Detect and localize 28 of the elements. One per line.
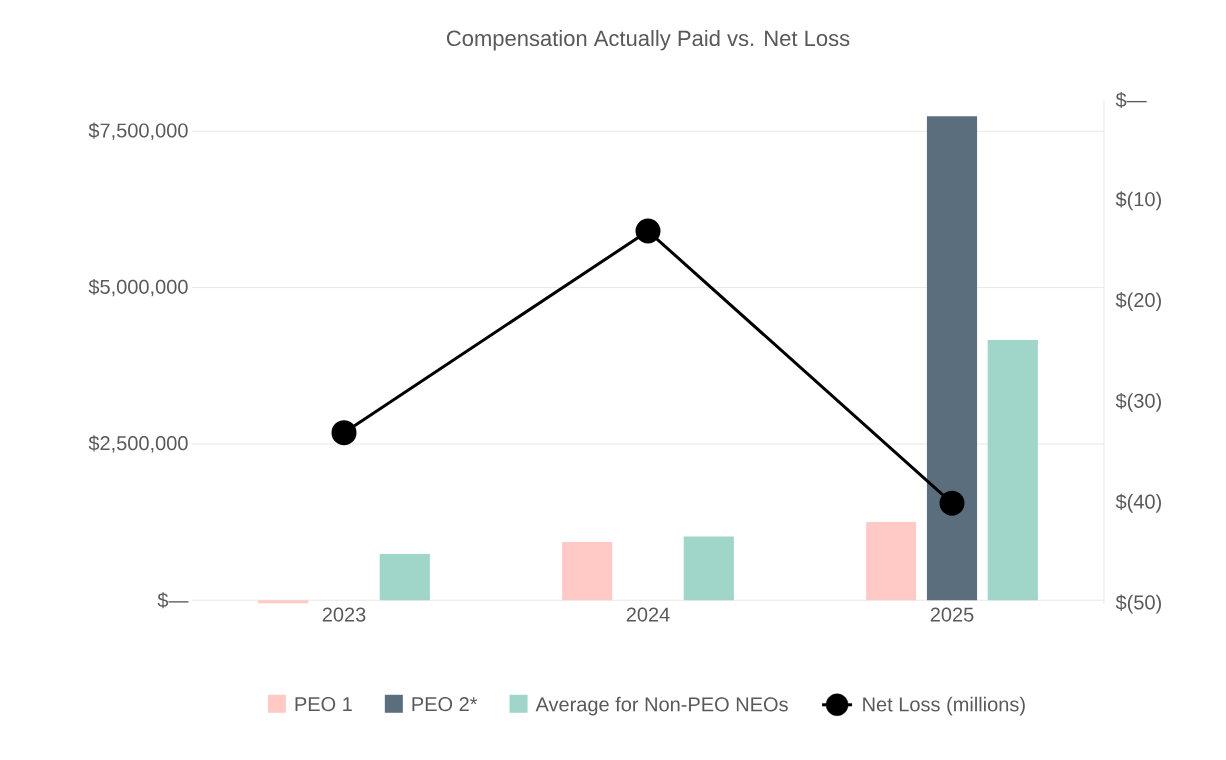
y-tick-label: $— [157, 592, 189, 609]
point [635, 218, 661, 244]
bar [379, 553, 430, 601]
bar [562, 542, 613, 601]
point [331, 420, 357, 446]
legend-label: Average for Non-PEO NEOs [535, 696, 788, 716]
legend-label: PEO 1 [295, 697, 352, 712]
y2-tick-label: $— [1115, 91, 1147, 109]
bar [987, 340, 1038, 601]
x-tick-label: 2025 [930, 607, 974, 622]
y2-tick-label: $(40) [1115, 493, 1161, 513]
chart-title: Compensation Actually Paid vs. Net Loss [446, 29, 850, 51]
y-tick-label: $2,500,000 [88, 435, 188, 453]
y-tick-label: $7,500,000 [88, 122, 188, 140]
x-tick-label: 2023 [322, 607, 366, 622]
bar [926, 116, 978, 601]
legend-label: PEO 2* [412, 697, 478, 712]
x-tick-label: 2024 [626, 607, 670, 622]
point [939, 490, 965, 516]
legend-label: Net Loss (millions) [863, 696, 1025, 716]
bar [683, 536, 734, 601]
y-tick-label: $5,000,000 [88, 278, 188, 297]
bar [866, 522, 917, 601]
bar [258, 600, 309, 604]
y2-tick-label: $(10) [1115, 191, 1161, 211]
y2-tick-label: $(50) [1115, 594, 1161, 614]
y2-tick-label: $(20) [1115, 292, 1161, 312]
y2-tick-label: $(30) [1115, 392, 1161, 412]
